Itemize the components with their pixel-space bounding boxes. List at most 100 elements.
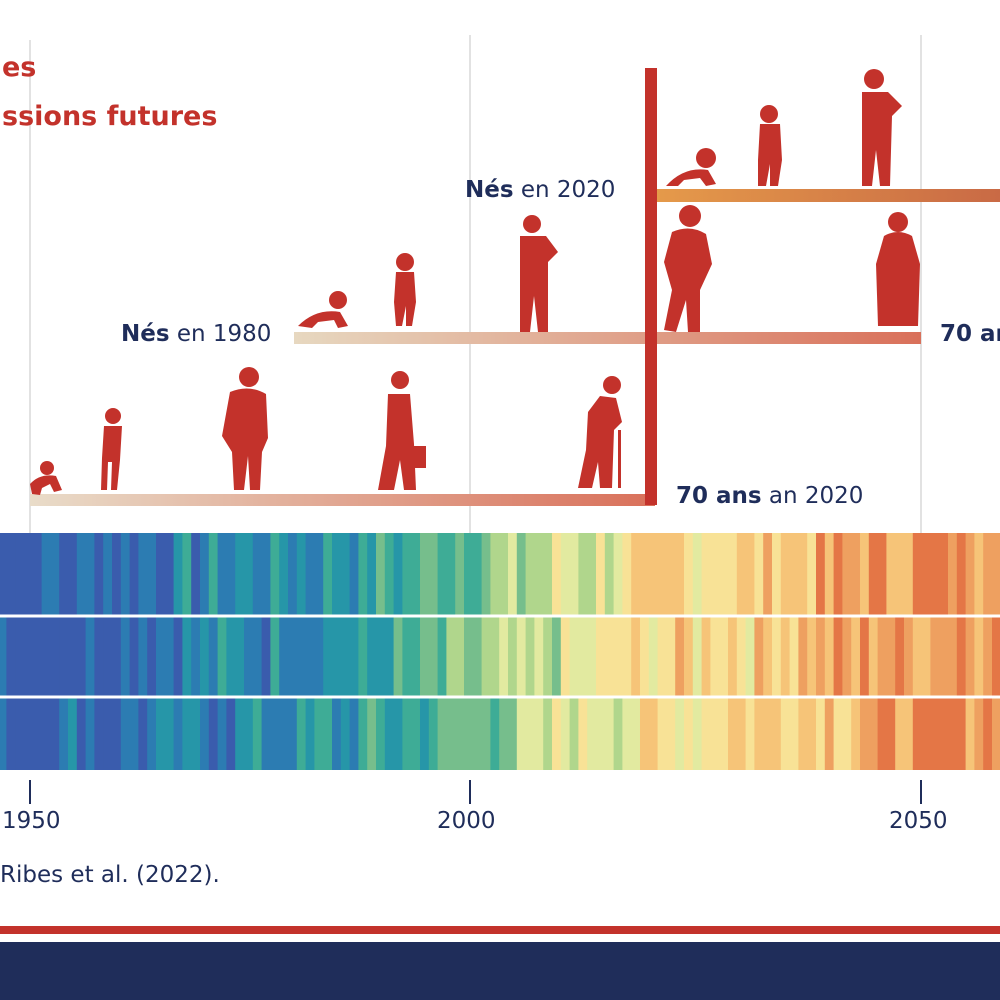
stripe bbox=[138, 616, 148, 697]
stripe bbox=[32, 697, 43, 770]
stripe bbox=[543, 533, 553, 616]
stripe bbox=[657, 697, 667, 770]
stripe bbox=[173, 533, 183, 616]
stripe bbox=[164, 533, 175, 616]
stripe bbox=[675, 616, 685, 697]
stripe bbox=[402, 697, 412, 770]
stripe bbox=[736, 616, 747, 697]
stripe bbox=[411, 697, 421, 770]
stripe bbox=[904, 533, 914, 616]
stripe bbox=[156, 533, 166, 616]
stripe bbox=[0, 616, 7, 697]
source-citation: Ribes et al. (2022). bbox=[0, 862, 220, 888]
stripe bbox=[728, 533, 738, 616]
stripe bbox=[112, 616, 122, 697]
stripe bbox=[314, 616, 324, 697]
stripe bbox=[129, 616, 139, 697]
stripe bbox=[59, 533, 69, 616]
toddler-icon bbox=[101, 408, 122, 490]
adult-walking-icon bbox=[664, 205, 712, 332]
stripe bbox=[807, 533, 817, 616]
stripe bbox=[490, 533, 500, 616]
axis-tick-label-2050: 2050 bbox=[889, 808, 948, 834]
age-label-70-in-2020: 70 ans an 2020 bbox=[676, 483, 863, 509]
stripe bbox=[208, 616, 219, 697]
stripe bbox=[164, 616, 175, 697]
stripe bbox=[138, 697, 148, 770]
stripe bbox=[666, 616, 676, 697]
stripe bbox=[437, 533, 447, 616]
stripe bbox=[939, 533, 949, 616]
stripe bbox=[780, 616, 791, 697]
stripe bbox=[930, 533, 940, 616]
stripe bbox=[736, 533, 747, 616]
stripe bbox=[349, 697, 359, 770]
age-label-70-born-1980: 70 an bbox=[940, 321, 1000, 347]
stripe bbox=[745, 616, 755, 697]
stripe bbox=[296, 533, 307, 616]
stripe bbox=[833, 533, 843, 616]
stripe bbox=[147, 697, 157, 770]
stripe bbox=[200, 697, 210, 770]
stripe bbox=[692, 697, 703, 770]
stripe bbox=[648, 616, 659, 697]
stripe bbox=[472, 697, 483, 770]
stripe bbox=[499, 616, 509, 697]
baby-crawling-icon bbox=[666, 148, 716, 186]
stripe bbox=[763, 616, 773, 697]
stripe bbox=[24, 616, 34, 697]
stripe bbox=[384, 616, 395, 697]
stripe bbox=[904, 697, 914, 770]
stripe bbox=[217, 616, 227, 697]
stripe bbox=[631, 697, 641, 770]
stripe bbox=[877, 697, 887, 770]
baby-crawling-icon bbox=[298, 291, 348, 328]
stripe bbox=[490, 697, 500, 770]
baby-crawling-icon bbox=[30, 461, 62, 495]
stripe bbox=[710, 697, 720, 770]
stripe bbox=[895, 533, 905, 616]
lifeline-born-1980 bbox=[294, 332, 921, 344]
stripe bbox=[358, 616, 368, 697]
stripe bbox=[15, 533, 25, 616]
stripe bbox=[956, 697, 967, 770]
stripe bbox=[173, 616, 183, 697]
stripe bbox=[120, 533, 131, 616]
stripe bbox=[244, 533, 254, 616]
stripe bbox=[543, 697, 553, 770]
stripe bbox=[244, 616, 254, 697]
stripe bbox=[103, 533, 113, 616]
stripe bbox=[120, 697, 131, 770]
stripe bbox=[24, 697, 34, 770]
stripe bbox=[50, 616, 60, 697]
stripe bbox=[578, 533, 588, 616]
stripe bbox=[15, 697, 25, 770]
stripe bbox=[745, 697, 755, 770]
stripe bbox=[481, 616, 491, 697]
stripe bbox=[103, 697, 113, 770]
stripe bbox=[173, 697, 183, 770]
stripe bbox=[798, 697, 808, 770]
stripe bbox=[446, 533, 456, 616]
stripe bbox=[596, 697, 606, 770]
stripe bbox=[939, 697, 949, 770]
stripe bbox=[965, 533, 975, 616]
stripe bbox=[182, 616, 192, 697]
stripe bbox=[6, 697, 16, 770]
stripe bbox=[464, 533, 474, 616]
stripe bbox=[719, 616, 729, 697]
stripe bbox=[147, 616, 157, 697]
stripe bbox=[15, 616, 25, 697]
stripe bbox=[235, 697, 245, 770]
stripe bbox=[411, 616, 421, 697]
stripe bbox=[719, 697, 729, 770]
stripe bbox=[552, 616, 562, 697]
stripe bbox=[393, 697, 403, 770]
axis-tick-label-1950: 1950 bbox=[2, 808, 61, 834]
stripe bbox=[833, 616, 843, 697]
stripe bbox=[0, 533, 7, 616]
stripe bbox=[358, 697, 368, 770]
stripe bbox=[948, 533, 958, 616]
stripe bbox=[420, 697, 430, 770]
stripe bbox=[41, 697, 51, 770]
